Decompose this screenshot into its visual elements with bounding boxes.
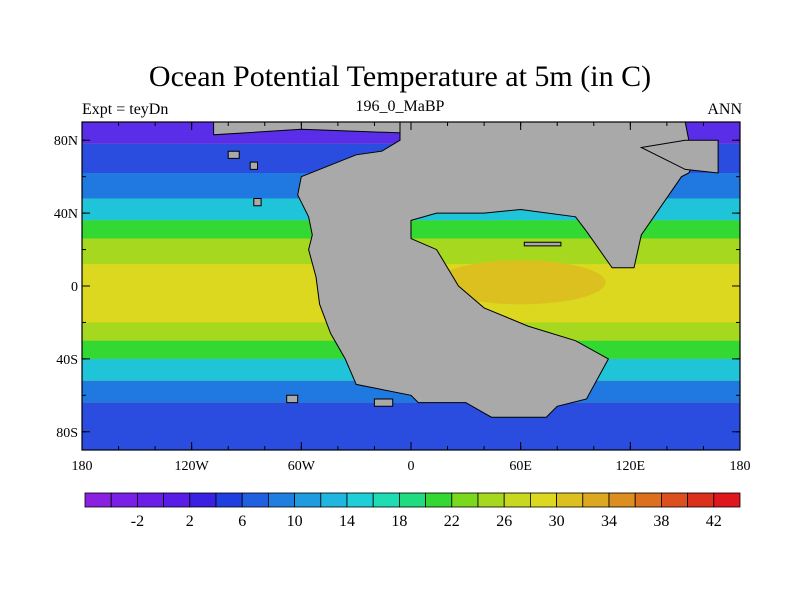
x-tick-label: 120W — [175, 459, 210, 474]
colorbar-box — [477, 492, 505, 508]
colorbar: -2 2 6 10 14 18 22 26 30 34 38 42 — [84, 492, 741, 530]
land-island-1 — [227, 150, 240, 159]
main-continent — [297, 122, 697, 418]
colorbar-box — [425, 492, 453, 508]
colorbar-box — [398, 492, 426, 508]
y-axis: 80N 40N 0 40S 80S — [54, 134, 740, 441]
colorbar-label: 10 — [287, 513, 303, 530]
y-tick-label: 40S — [56, 353, 78, 368]
x-tick-label: 180 — [730, 459, 751, 474]
colorbar-box — [634, 492, 662, 508]
colorbar-label: 30 — [549, 513, 565, 530]
colorbar-box — [189, 492, 217, 508]
colorbar-box — [267, 492, 295, 508]
x-tick-label: 60E — [509, 459, 532, 474]
x-axis: 180 120W 60W 0 60E 120E 180 — [72, 122, 751, 474]
colorbar-box — [84, 492, 112, 508]
plot-title: Ocean Potential Temperature at 5m (in C) — [148, 60, 652, 93]
y-tick-label: 0 — [71, 280, 78, 295]
colorbar-label: 42 — [706, 513, 722, 530]
y-tick-label: 80S — [56, 426, 78, 441]
y-tick-label: 80N — [54, 134, 78, 149]
colorbar-box — [661, 492, 689, 508]
land-island-3 — [253, 198, 262, 207]
x-tick-label: 60W — [288, 459, 316, 474]
land-island-4 — [373, 398, 394, 407]
season-label: ANN — [707, 101, 742, 118]
map-area — [82, 122, 740, 450]
colorbar-box — [215, 492, 243, 508]
colorbar-label: 18 — [391, 513, 407, 530]
colorbar-box — [713, 492, 741, 508]
x-tick-label: 180 — [72, 459, 93, 474]
colorbar-box — [294, 492, 322, 508]
experiment-label: Expt = teyDn — [82, 101, 169, 118]
colorbar-box — [451, 492, 479, 508]
x-tick-label: 120E — [616, 459, 646, 474]
colorbar-label: 2 — [186, 513, 194, 530]
colorbar-box — [163, 492, 191, 508]
northeast-land — [639, 139, 719, 174]
land-masses — [213, 122, 719, 418]
colorbar-box — [687, 492, 715, 508]
land-island-6 — [523, 241, 562, 247]
colorbar-label: 34 — [601, 513, 617, 530]
land-island-2 — [249, 161, 258, 170]
colorbar-label: -2 — [131, 513, 144, 530]
colorbar-box — [110, 492, 138, 508]
colorbar-box — [556, 492, 584, 508]
colorbar-label: 22 — [444, 513, 460, 530]
colorbar-label: 26 — [496, 513, 512, 530]
land-island-5 — [286, 394, 299, 404]
warm-pool — [435, 260, 606, 305]
colorbar-box — [320, 492, 348, 508]
colorbar-box — [608, 492, 636, 508]
colorbar-label: 6 — [238, 513, 246, 530]
colorbar-box — [582, 492, 610, 508]
y-tick-label: 40N — [54, 207, 78, 222]
x-tick-label: 0 — [408, 459, 415, 474]
colorbar-label: 14 — [339, 513, 355, 530]
time-label: 196_0_MaBP — [355, 98, 445, 115]
colorbar-label: 38 — [653, 513, 669, 530]
colorbar-box — [136, 492, 164, 508]
colorbar-box — [346, 492, 374, 508]
colorbar-box — [530, 492, 558, 508]
colorbar-box — [372, 492, 400, 508]
colorbar-box — [241, 492, 269, 508]
colorbar-box — [503, 492, 531, 508]
